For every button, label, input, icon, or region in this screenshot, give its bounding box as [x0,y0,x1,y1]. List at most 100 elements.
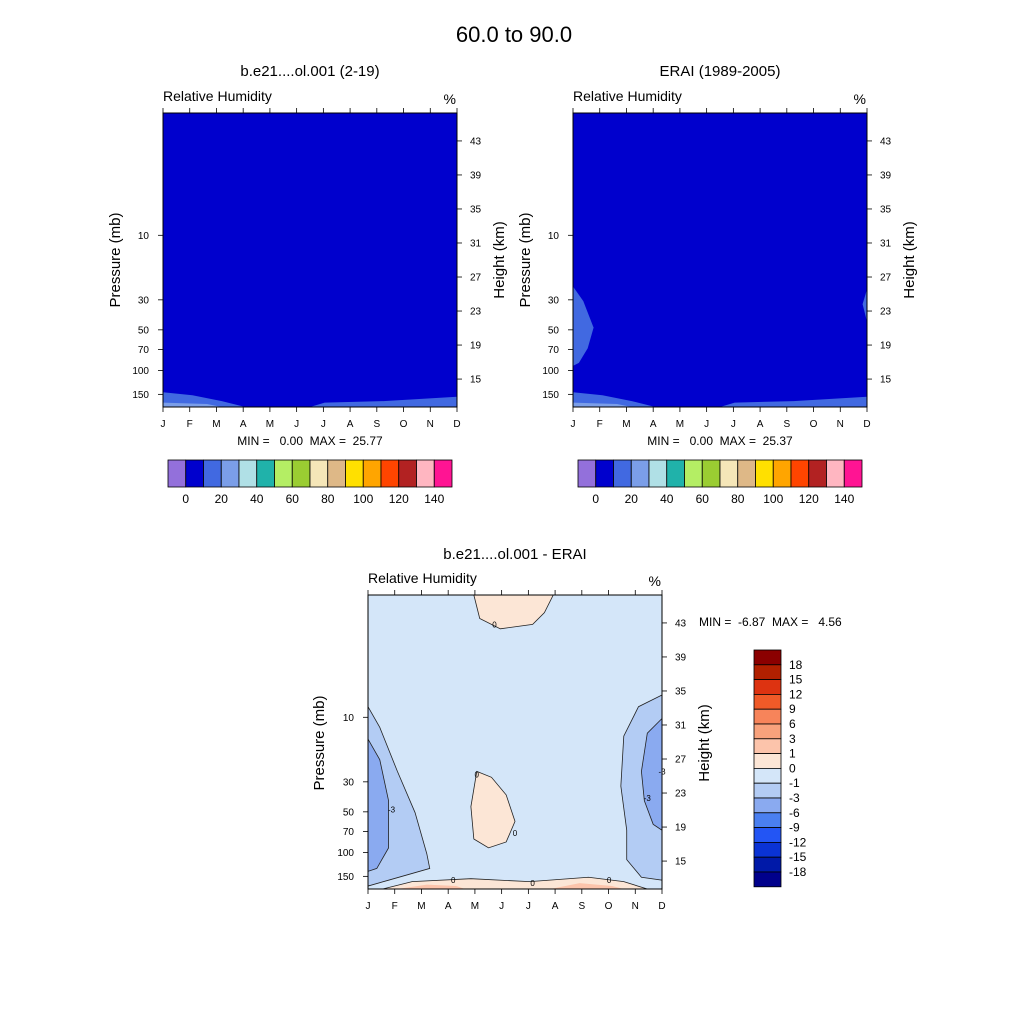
x-tick-label: J [321,419,326,430]
colorbar-label: 100 [353,492,373,506]
y-axis-right-label: Height (km) [491,221,508,299]
y-tick-label: 70 [548,345,560,356]
colorbar-box [345,459,364,488]
colorbar-box [753,842,782,858]
contour-band [573,402,632,407]
y-right-tick-label: 27 [470,273,482,284]
colorbar-box [648,459,668,488]
x-tick-label: S [783,419,790,430]
y-tick-label: 10 [138,231,150,242]
colorbar-box [380,459,400,488]
contour-band [163,392,457,407]
y-right-tick-label: 35 [880,204,892,215]
colorbar-box [362,459,382,488]
y-tick-label: 100 [337,848,354,859]
colorbar-box [630,459,650,488]
colorbar-label: -18 [789,865,807,879]
colorbar-box [826,459,845,488]
colorbar-label: -12 [789,835,807,849]
colorbar-label: 18 [789,658,803,672]
x-tick-label: J [704,419,709,430]
colorbar-label: 0 [789,761,796,775]
contour-band [397,884,466,889]
y-right-tick-label: 27 [675,755,687,766]
contour-label: -3 [644,794,652,803]
colorbar-label: 12 [789,687,803,701]
min-max-stats: MIN = 0.00 MAX = 25.37 [647,434,793,448]
colorbar-box [790,459,810,488]
colorbar-box [256,459,275,488]
colorbar-label: 20 [625,492,639,506]
x-tick-label: A [347,419,354,430]
colorbar-box [595,459,614,488]
x-tick-label: J [499,901,504,912]
colorbar-box [753,708,782,725]
colorbar-box [220,459,240,488]
colorbar-box [753,812,782,828]
x-tick-label: D [658,901,665,912]
figure-title: 60.0 to 90.0 [456,22,572,47]
colorbar-box [701,459,721,488]
axes: J F M A M J J A S O N D1030507010015043393531272319… [337,590,687,912]
y-right-tick-label: 35 [470,204,482,215]
y-axis-right-label: Height (km) [696,704,713,782]
x-tick-label: J [366,901,371,912]
colorbar-label: 3 [789,732,796,746]
y-tick-label: 30 [343,777,355,788]
colorbar-box [203,459,222,488]
contour-band [862,289,867,322]
colorbar-label: -15 [789,850,807,864]
panel-title: ERAI (1989-2005) [660,63,781,80]
x-tick-label: M [471,901,479,912]
x-tick-label: O [400,419,408,430]
y-right-tick-label: 23 [470,307,482,318]
colorbar-box [753,797,782,814]
y-right-tick-label: 43 [880,136,892,147]
x-tick-label: F [187,419,193,430]
y-tick-label: 50 [138,325,150,336]
x-tick-label: J [731,419,736,430]
x-tick-label: N [632,901,639,912]
colorbar-box [433,459,453,488]
y-right-tick-label: 23 [880,307,892,318]
colorbar-label: -3 [789,791,800,805]
variable-label: Relative Humidity [573,88,682,104]
plot-frame [572,112,868,408]
y-right-tick-label: 39 [880,170,892,181]
colorbar-box [753,679,782,695]
y-right-tick-label: 43 [470,136,482,147]
contour-label: 0 [451,876,456,885]
y-right-tick-label: 31 [675,720,687,731]
colorbar-box [666,459,685,488]
axes: J F M A M J J A S O N D1030507010015043393531272319… [132,108,482,430]
contour-label: 0 [492,620,497,629]
colorbar: 0 20 40 60 80 100 120 140 [577,459,863,506]
colorbar-box [577,459,597,488]
x-tick-label: J [161,419,166,430]
y-axis-label: Pressure (mb) [311,695,328,790]
colorbar-label: -1 [789,776,800,790]
colorbar-label: -9 [789,821,800,835]
x-tick-label: A [240,419,247,430]
colorbar-box [185,459,204,488]
colorbar-box [737,459,756,488]
colorbar-box [167,459,187,488]
y-right-tick-label: 43 [675,618,687,629]
colorbar-box [753,827,782,843]
colorbar-box [309,459,329,488]
y-axis-label: Pressure (mb) [107,212,124,307]
contour-label: -3 [388,806,396,815]
units-label: % [649,573,661,589]
y-right-tick-label: 19 [880,341,892,352]
x-tick-label: S [578,901,585,912]
y-right-tick-label: 19 [675,823,687,834]
colorbar-label: 1 [789,747,796,761]
colorbar-box [753,856,782,873]
field-background [573,113,867,407]
colorbar-box [753,753,782,769]
colorbar-label: 0 [182,492,189,506]
colorbar-label: 20 [215,492,229,506]
colorbar-box [753,782,782,799]
colorbar-label: 15 [789,673,803,687]
